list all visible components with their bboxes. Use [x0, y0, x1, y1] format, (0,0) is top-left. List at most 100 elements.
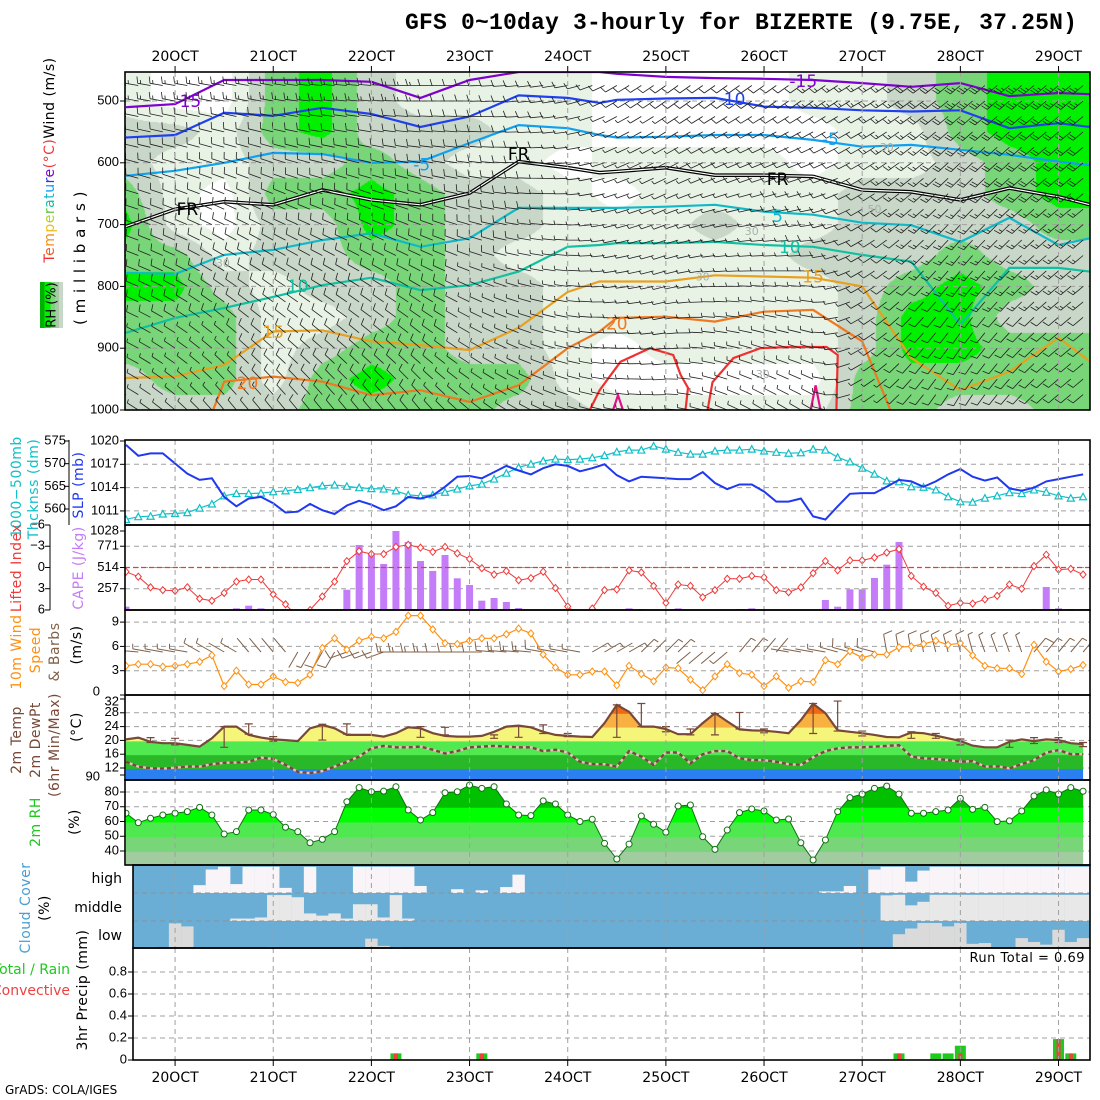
rh-marker	[907, 809, 915, 817]
rh-marker	[1030, 792, 1038, 800]
wind-barb	[698, 116, 716, 124]
wind-barb	[747, 131, 765, 139]
wind-barb	[406, 168, 421, 179]
wind-barb	[835, 363, 851, 368]
wind-barb	[417, 124, 433, 133]
wind-barb	[515, 111, 531, 118]
wind-barb	[503, 140, 519, 148]
wind-barb	[288, 348, 299, 364]
wind-barb	[883, 270, 900, 280]
wind-barb	[1006, 317, 1022, 327]
wind-barb	[1018, 116, 1035, 126]
wind-barb	[946, 332, 961, 344]
wind-barb	[968, 85, 986, 95]
wind-barb	[445, 258, 458, 272]
wind-barb	[483, 398, 495, 410]
precip-convective-label: Convective	[0, 983, 70, 999]
wind-barb	[262, 317, 274, 334]
wind-barb	[493, 308, 507, 318]
cloud-middle-bar	[880, 895, 893, 921]
wind-barb	[1054, 239, 1072, 249]
wind-barb	[374, 363, 384, 380]
wind-barb	[933, 332, 949, 344]
wind-barb	[675, 254, 691, 259]
minmax-whisker	[710, 712, 719, 736]
wind-barb	[385, 333, 397, 349]
wind-barb	[812, 387, 826, 395]
wind-barb	[822, 330, 838, 335]
wind-barb	[821, 100, 838, 109]
wind-barb	[811, 343, 826, 349]
wind-barb	[554, 311, 568, 318]
wind-tick-label: 6	[112, 638, 119, 653]
precip-convective-bar	[1068, 1053, 1073, 1060]
wind-barb	[494, 369, 507, 380]
wind-barb	[322, 212, 335, 225]
wind-barb	[870, 270, 887, 280]
wind-barb	[490, 95, 507, 103]
wind-barb	[395, 213, 409, 225]
wind-barb	[227, 366, 237, 380]
wind-barb	[735, 162, 752, 169]
wind-barb	[470, 353, 483, 364]
thickness-marker	[125, 514, 131, 524]
lifted-index-marker	[588, 604, 596, 610]
wind-barb	[125, 84, 127, 86]
wind-barb	[935, 409, 936, 410]
wind-barb	[418, 138, 433, 148]
temperature-label-letter: r	[42, 207, 58, 215]
wind-barb	[553, 159, 568, 165]
wind-barb	[361, 333, 372, 349]
wind-barb	[870, 177, 887, 186]
wind-barb	[433, 318, 446, 334]
wind-barb	[455, 184, 470, 195]
thickness-marker	[1078, 491, 1088, 501]
wind-barb	[458, 382, 470, 395]
rh-unit-label: (%)	[67, 809, 83, 835]
wind-barb	[432, 258, 446, 272]
li-tick-label: 6	[38, 601, 45, 616]
wind-barb	[639, 345, 654, 350]
wind-barb	[224, 242, 237, 256]
wind-speed-marker	[195, 657, 204, 667]
wind-barb	[1006, 239, 1022, 250]
wind-barb	[638, 330, 654, 335]
wind-barb	[832, 638, 851, 653]
wind-barb	[959, 409, 961, 410]
wind-barb	[908, 301, 924, 312]
wind-speed-marker	[834, 659, 842, 669]
wind-barb	[479, 169, 495, 179]
wind-speed-marker	[551, 663, 560, 672]
wind-barb	[519, 400, 532, 410]
wind-barb	[713, 297, 728, 303]
wind-barb	[801, 399, 814, 410]
lifted-index-marker	[392, 542, 400, 552]
bottom-date-label: 28OCT	[937, 1070, 985, 1086]
wind-barb	[776, 370, 789, 380]
wind-barb	[677, 638, 696, 653]
wind-barb	[333, 137, 347, 148]
wind-barb	[957, 208, 973, 219]
wind-barb	[752, 384, 765, 395]
wind-barb	[298, 272, 311, 287]
temp-tick-label: 20	[105, 732, 119, 747]
pressure-tick-label: 900	[97, 340, 119, 355]
wind-barb	[421, 303, 434, 318]
wind-barb	[261, 212, 274, 225]
wind-barb	[676, 403, 691, 410]
wind-barb	[197, 76, 212, 86]
wind-barb	[211, 166, 225, 179]
wind-barb	[784, 146, 802, 154]
wind-barb	[373, 318, 384, 334]
wind-barb	[1005, 131, 1022, 141]
cloud-high-bar	[1076, 866, 1090, 893]
wind-barb	[932, 178, 949, 188]
wind-barb	[259, 76, 274, 86]
wind-barb	[958, 394, 973, 406]
wind-barb	[638, 300, 654, 305]
wind-barb	[126, 368, 139, 380]
wind-barb	[994, 255, 1010, 266]
wind-barb	[651, 116, 667, 124]
wind-barb	[490, 110, 507, 118]
wind-barb	[298, 257, 311, 272]
